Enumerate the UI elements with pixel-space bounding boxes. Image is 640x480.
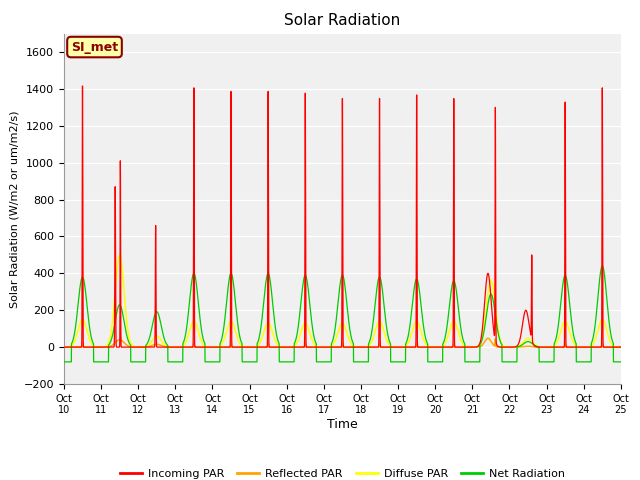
Incoming PAR bbox=[617, 344, 625, 350]
Incoming PAR bbox=[79, 83, 86, 89]
Reflected PAR bbox=[160, 344, 168, 349]
Diffuse PAR bbox=[161, 341, 168, 347]
Reflected PAR bbox=[616, 344, 624, 350]
Net Radiation bbox=[617, 359, 625, 365]
Incoming PAR bbox=[499, 344, 507, 350]
Reflected PAR bbox=[499, 344, 507, 350]
Net Radiation bbox=[467, 359, 475, 365]
Title: Solar Radiation: Solar Radiation bbox=[284, 13, 401, 28]
Incoming PAR bbox=[436, 344, 444, 350]
Net Radiation bbox=[436, 359, 444, 365]
Line: Net Radiation: Net Radiation bbox=[64, 266, 621, 362]
Incoming PAR bbox=[322, 344, 330, 350]
Net Radiation bbox=[60, 359, 68, 365]
Incoming PAR bbox=[467, 344, 475, 350]
Diffuse PAR bbox=[616, 344, 624, 350]
Text: SI_met: SI_met bbox=[71, 40, 118, 54]
Line: Reflected PAR: Reflected PAR bbox=[64, 338, 621, 347]
Reflected PAR bbox=[60, 344, 68, 350]
Reflected PAR bbox=[617, 344, 625, 350]
Line: Diffuse PAR: Diffuse PAR bbox=[64, 255, 621, 347]
Diffuse PAR bbox=[617, 344, 625, 350]
Diffuse PAR bbox=[499, 342, 507, 348]
Incoming PAR bbox=[161, 344, 168, 350]
Reflected PAR bbox=[484, 336, 492, 341]
Net Radiation bbox=[499, 359, 506, 365]
Diffuse PAR bbox=[60, 344, 68, 350]
Reflected PAR bbox=[467, 344, 475, 350]
Diffuse PAR bbox=[322, 344, 330, 350]
Incoming PAR bbox=[60, 344, 68, 350]
Diffuse PAR bbox=[467, 344, 475, 350]
Y-axis label: Solar Radiation (W/m2 or um/m2/s): Solar Radiation (W/m2 or um/m2/s) bbox=[10, 110, 20, 308]
Reflected PAR bbox=[322, 344, 330, 350]
Incoming PAR bbox=[616, 344, 624, 350]
Diffuse PAR bbox=[506, 344, 513, 350]
Reflected PAR bbox=[436, 344, 444, 350]
Line: Incoming PAR: Incoming PAR bbox=[64, 86, 621, 347]
Net Radiation bbox=[616, 359, 624, 365]
Diffuse PAR bbox=[116, 252, 124, 258]
Net Radiation bbox=[598, 263, 606, 269]
Legend: Incoming PAR, Reflected PAR, Diffuse PAR, Net Radiation: Incoming PAR, Reflected PAR, Diffuse PAR… bbox=[115, 465, 570, 480]
X-axis label: Time: Time bbox=[327, 418, 358, 431]
Diffuse PAR bbox=[436, 344, 444, 350]
Net Radiation bbox=[160, 335, 168, 341]
Net Radiation bbox=[322, 359, 330, 365]
